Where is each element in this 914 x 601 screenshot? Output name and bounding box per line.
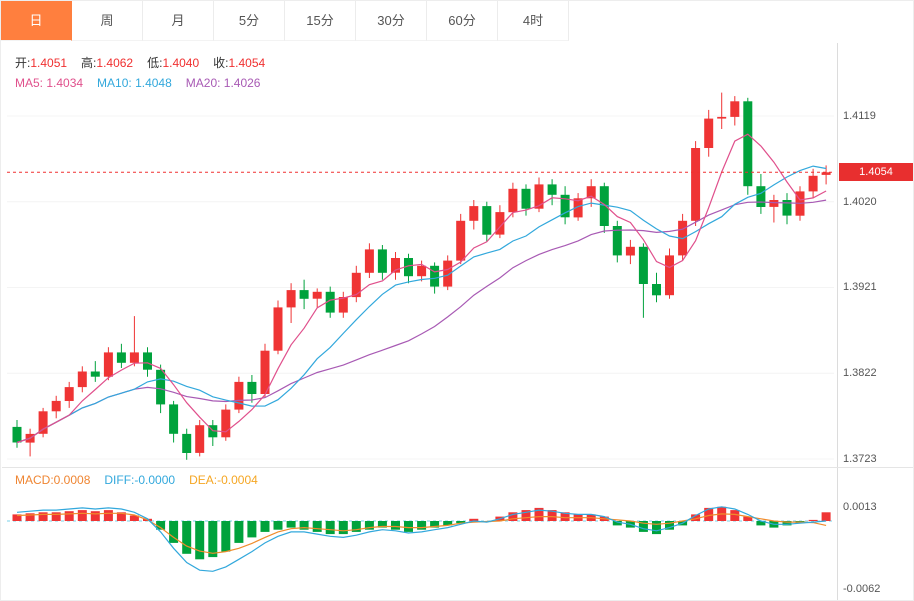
- info-ma20: MA20: 1.4026: [185, 76, 261, 90]
- timeframe-tabbar: 日周月 5分 15分 30分 60分 4时: [1, 1, 569, 41]
- price-axis-label: 1.3921: [843, 281, 877, 293]
- tab-day[interactable]: 日: [1, 1, 72, 41]
- tab-5min[interactable]: 5分: [214, 1, 285, 41]
- current-price-badge: 1.4054: [839, 163, 913, 181]
- ma-info-line: MA5: 1.4034 MA10: 1.4048 MA20: 1.4026: [15, 76, 274, 90]
- info-diff: DIFF:-0.0000: [104, 473, 176, 487]
- price-axis-label: 1.4020: [843, 196, 877, 208]
- info-macd: MACD:0.0008: [15, 473, 91, 487]
- ma-lines: [16, 133, 827, 444]
- tab-15min[interactable]: 15分: [285, 1, 356, 41]
- info-ma5: MA5: 1.4034: [15, 76, 84, 90]
- price-gridlines: [7, 115, 834, 460]
- tab-week[interactable]: 周: [72, 1, 143, 41]
- info-low: 低:1.4040: [147, 56, 200, 70]
- macd-lines: [16, 506, 827, 572]
- tab-month[interactable]: 月: [143, 1, 214, 41]
- panel-separators: [2, 43, 913, 600]
- tab-30min[interactable]: 30分: [356, 1, 427, 41]
- info-close: 收:1.4054: [213, 56, 266, 70]
- price-axis-label: 1.3822: [843, 367, 877, 379]
- price-axis-label: 1.3723: [843, 453, 877, 465]
- macd-info-line: MACD:0.0008 DIFF:-0.0000 DEA:-0.0004: [15, 473, 272, 487]
- macd-axis-label: -0.0062: [843, 583, 881, 595]
- candlesticks: [12, 92, 831, 460]
- info-high: 高:1.4062: [81, 56, 134, 70]
- price-axis-label: 1.4119: [843, 110, 876, 122]
- info-ma10: MA10: 1.4048: [97, 76, 172, 90]
- info-dea: DEA:-0.0004: [189, 473, 258, 487]
- tab-4hour[interactable]: 4时: [498, 1, 569, 41]
- ohlc-info-line: 开:1.4051 高:1.4062 低:1.4040 收:1.4054: [15, 54, 279, 71]
- info-open: 开:1.4051: [15, 56, 68, 70]
- tab-60min[interactable]: 60分: [427, 1, 498, 41]
- macd-axis-label: 0.0013: [843, 501, 877, 513]
